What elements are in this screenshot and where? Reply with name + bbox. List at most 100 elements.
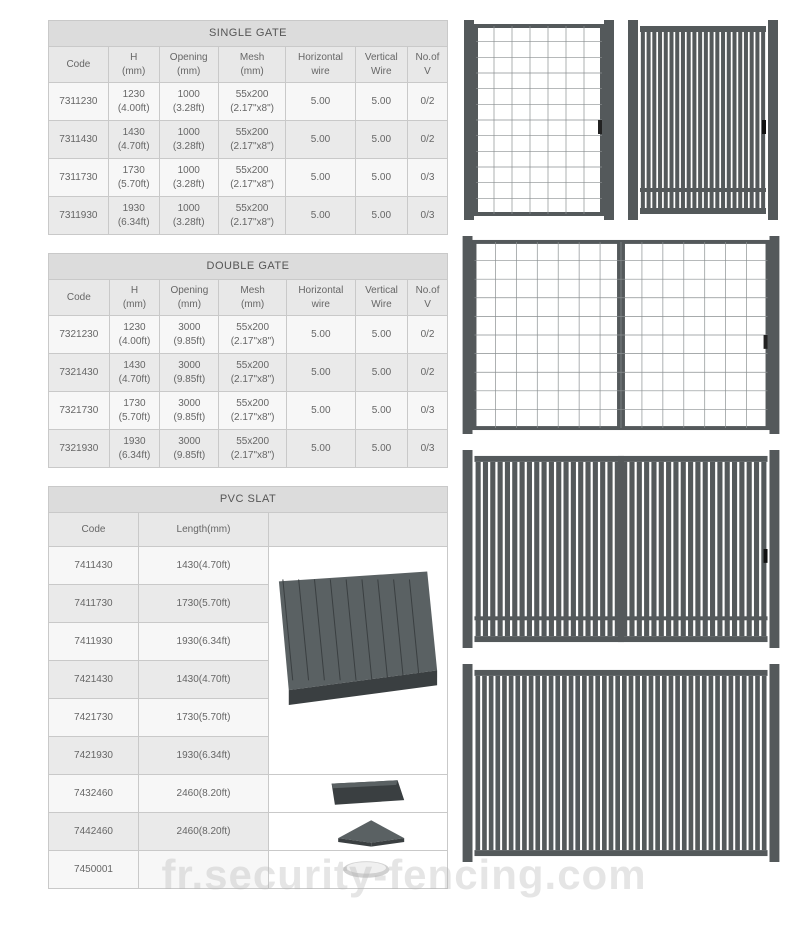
single-gate-table: SINGLE GATE CodeH(mm)Opening(mm)Mesh(mm)…	[48, 20, 448, 235]
pvc-cell: 7442460	[49, 813, 139, 851]
tables-column: SINGLE GATE CodeH(mm)Opening(mm)Mesh(mm)…	[48, 20, 448, 889]
single-gate-cell: 1000(3.28ft)	[159, 159, 218, 197]
single-gate-col-1: H(mm)	[108, 47, 159, 83]
pvc-cell: 1730(5.70ft)	[139, 699, 269, 737]
pvc-image-cell	[269, 547, 448, 775]
double-gate-col-4: Horizontalwire	[286, 280, 355, 316]
single-gate-col-0: Code	[49, 47, 109, 83]
double-slat-gate-image	[462, 450, 780, 648]
single-gate-cell: 5.00	[286, 197, 355, 235]
single-gate-cell: 7311730	[49, 159, 109, 197]
double-gate-row: 73219301930(6.34ft)3000(9.85ft)55x200(2.…	[49, 430, 448, 468]
single-gate-col-3: Mesh(mm)	[218, 47, 286, 83]
pvc-row: 7450001	[49, 851, 448, 889]
single-gate-cell: 1000(3.28ft)	[159, 121, 218, 159]
single-gate-row: 73117301730(5.70ft)1000(3.28ft)55x200(2.…	[49, 159, 448, 197]
double-gate-cell: 7321730	[49, 392, 110, 430]
slat-board-icon	[269, 559, 447, 762]
single-gate-cell: 5.00	[355, 83, 407, 121]
pvc-cell: 1730(5.70ft)	[139, 585, 269, 623]
double-gate-cell: 3000(9.85ft)	[160, 316, 219, 354]
single-gate-row: 73112301230(4.00ft)1000(3.28ft)55x200(2.…	[49, 83, 448, 121]
double-gate-row: 73217301730(5.70ft)3000(9.85ft)55x200(2.…	[49, 392, 448, 430]
single-slat-gate-image	[626, 20, 780, 220]
single-gate-row: 73114301430(4.70ft)1000(3.28ft)55x200(2.…	[49, 121, 448, 159]
pvc-cell: 1930(6.34ft)	[139, 623, 269, 661]
double-gate-col-2: Opening(mm)	[160, 280, 219, 316]
single-gate-cell: 1730(5.70ft)	[108, 159, 159, 197]
pvc-cell: 7450001	[49, 851, 139, 889]
double-gate-cell: 55x200(2.17"x8")	[219, 354, 286, 392]
double-gate-header: CodeH(mm)Opening(mm)Mesh(mm)Horizontalwi…	[49, 280, 448, 316]
illustrations-column	[462, 20, 780, 889]
double-gate-cell: 5.00	[355, 430, 407, 468]
pvc-cell: 1430(4.70ft)	[139, 661, 269, 699]
pvc-row: 74424602460(8.20ft)	[49, 813, 448, 851]
double-gate-cell: 5.00	[355, 316, 407, 354]
double-gate-cell: 55x200(2.17"x8")	[219, 316, 286, 354]
double-gate-col-5: VerticalWire	[355, 280, 407, 316]
double-gate-cell: 3000(9.85ft)	[160, 392, 219, 430]
pvc-cell: 7432460	[49, 775, 139, 813]
double-gate-cell: 7321930	[49, 430, 110, 468]
single-gate-cell: 5.00	[286, 121, 355, 159]
single-gate-col-5: VerticalWire	[355, 47, 407, 83]
single-gate-cell: 5.00	[286, 159, 355, 197]
pvc-cell: 1930(6.34ft)	[139, 737, 269, 775]
double-gate-cell: 55x200(2.17"x8")	[219, 392, 286, 430]
double-gate-cell: 3000(9.85ft)	[160, 430, 219, 468]
single-gate-cell: 7311230	[49, 83, 109, 121]
pvc-slat-header: Code Length(mm)	[49, 513, 448, 547]
single-gate-cell: 55x200(2.17"x8")	[218, 83, 286, 121]
double-gate-cell: 5.00	[286, 392, 355, 430]
single-gate-images	[462, 20, 780, 220]
pvc-slat-table: PVC SLAT Code Length(mm) 74114301430(4.7…	[48, 486, 448, 889]
double-gate-cell: 0/3	[408, 430, 448, 468]
double-mesh-gate-image	[462, 236, 780, 434]
double-gate-cell: 7321430	[49, 354, 110, 392]
double-gate-cell: 0/2	[408, 316, 448, 354]
double-gate-cell: 5.00	[286, 430, 355, 468]
double-gate-cell: 55x200(2.17"x8")	[219, 430, 286, 468]
pvc-col-code: Code	[49, 513, 139, 547]
double-gate-row: 73212301230(4.00ft)3000(9.85ft)55x200(2.…	[49, 316, 448, 354]
pvc-cell: 1430(4.70ft)	[139, 547, 269, 585]
single-gate-cell: 1430(4.70ft)	[108, 121, 159, 159]
double-gate-col-3: Mesh(mm)	[219, 280, 286, 316]
pvc-image-cell	[269, 775, 448, 813]
pvc-cell: 7421430	[49, 661, 139, 699]
pvc-slat-section: PVC SLAT Code Length(mm) 74114301430(4.7…	[48, 486, 448, 889]
single-gate-cell: 0/3	[407, 159, 447, 197]
double-gate-cell: 7321230	[49, 316, 110, 354]
single-gate-col-6: No.ofV	[407, 47, 447, 83]
slat-end-icon	[269, 777, 447, 810]
single-gate-cell: 5.00	[286, 83, 355, 121]
pvc-col-length: Length(mm)	[139, 513, 269, 547]
double-gate-cell: 1430(4.70ft)	[109, 354, 160, 392]
pvc-col-image	[269, 513, 448, 547]
clip-icon	[269, 853, 447, 886]
pvc-cell: 7421930	[49, 737, 139, 775]
pvc-image-cell	[269, 813, 448, 851]
double-gate-cell: 5.00	[355, 354, 407, 392]
double-gate-cell: 3000(9.85ft)	[160, 354, 219, 392]
double-gate-cell: 1930(6.34ft)	[109, 430, 160, 468]
double-gate-cell: 5.00	[355, 392, 407, 430]
double-gate-cell: 1230(4.00ft)	[109, 316, 160, 354]
pvc-cell: 7411430	[49, 547, 139, 585]
single-gate-header: CodeH(mm)Opening(mm)Mesh(mm)Horizontalwi…	[49, 47, 448, 83]
single-gate-cell: 1230(4.00ft)	[108, 83, 159, 121]
single-gate-cell: 7311930	[49, 197, 109, 235]
pvc-cell: 2460(8.20ft)	[139, 775, 269, 813]
double-gate-col-1: H(mm)	[109, 280, 160, 316]
single-gate-cell: 55x200(2.17"x8")	[218, 197, 286, 235]
single-gate-cell: 1000(3.28ft)	[159, 83, 218, 121]
pvc-cell: 2460(8.20ft)	[139, 813, 269, 851]
double-gate-cell: 5.00	[286, 316, 355, 354]
single-gate-cell: 0/2	[407, 83, 447, 121]
double-gate-table: DOUBLE GATE CodeH(mm)Opening(mm)Mesh(mm)…	[48, 253, 448, 468]
pvc-row: 74114301430(4.70ft)	[49, 547, 448, 585]
single-gate-col-2: Opening(mm)	[159, 47, 218, 83]
double-gate-cell: 1730(5.70ft)	[109, 392, 160, 430]
angle-profile-icon	[269, 815, 447, 848]
